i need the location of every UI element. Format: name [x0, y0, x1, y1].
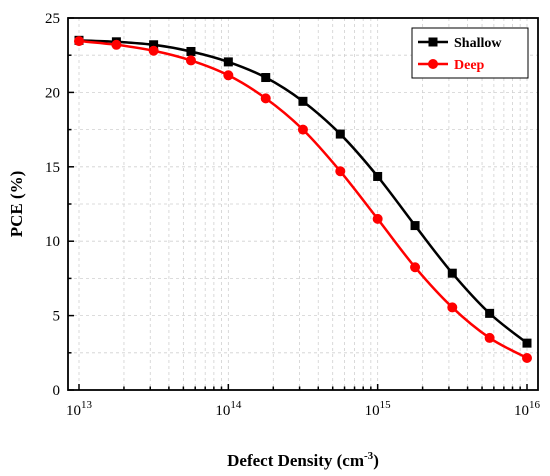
- data-point-deep: [260, 93, 271, 104]
- data-point-deep: [484, 332, 495, 343]
- data-point-deep: [111, 39, 122, 50]
- series-line-shallow: [78, 39, 528, 345]
- y-tick-label: 0: [53, 383, 61, 399]
- series-layer: [74, 35, 532, 364]
- y-axis-title: PCE (%): [7, 171, 26, 238]
- data-point-deep: [447, 302, 458, 313]
- legend-label-deep: Deep: [454, 58, 485, 73]
- data-point-shallow: [261, 73, 271, 83]
- data-point-deep: [522, 353, 532, 364]
- x-tick-label: 1016: [514, 399, 541, 419]
- x-axis-title: Defect Density (cm-3): [227, 450, 379, 470]
- legend-marker-deep: [428, 59, 438, 69]
- x-axis-title-close: ): [373, 451, 379, 470]
- y-tick-label: 5: [53, 309, 61, 325]
- data-point-deep: [223, 70, 234, 81]
- data-point-deep: [372, 213, 383, 224]
- y-tick-label: 15: [45, 160, 60, 176]
- x-axis-title-unit-exponent: -3: [364, 450, 374, 462]
- data-point-shallow: [485, 308, 495, 318]
- legend-label-shallow: Shallow: [454, 36, 502, 51]
- grid-lines: [68, 17, 538, 391]
- data-point-deep: [185, 55, 196, 66]
- data-point-deep: [297, 124, 308, 135]
- data-point-shallow: [149, 40, 159, 50]
- legend-marker-shallow: [428, 37, 438, 47]
- data-point-shallow: [410, 221, 420, 231]
- data-point-shallow: [335, 129, 345, 139]
- x-tick-label: 1014: [215, 399, 242, 419]
- series-line-deep: [78, 39, 528, 360]
- data-point-deep: [74, 36, 84, 47]
- data-point-shallow: [522, 338, 532, 348]
- y-tick-label: 25: [45, 11, 60, 27]
- x-axis-title-main: Defect Density (cm: [227, 451, 364, 470]
- data-point-shallow: [447, 268, 457, 278]
- y-tick-label: 20: [45, 85, 60, 101]
- data-point-shallow: [186, 46, 196, 56]
- data-point-deep: [410, 262, 421, 273]
- x-tick-label: 1013: [66, 399, 93, 419]
- x-tick-label: 1015: [365, 399, 392, 419]
- data-point-shallow: [298, 96, 308, 106]
- legend: Shallow Deep: [411, 27, 529, 79]
- legend-box: [411, 27, 529, 79]
- data-point-shallow: [223, 57, 233, 67]
- data-point-deep: [148, 45, 159, 56]
- data-point-shallow: [373, 171, 383, 181]
- y-tick-label: 10: [45, 234, 60, 250]
- data-point-deep: [335, 166, 346, 177]
